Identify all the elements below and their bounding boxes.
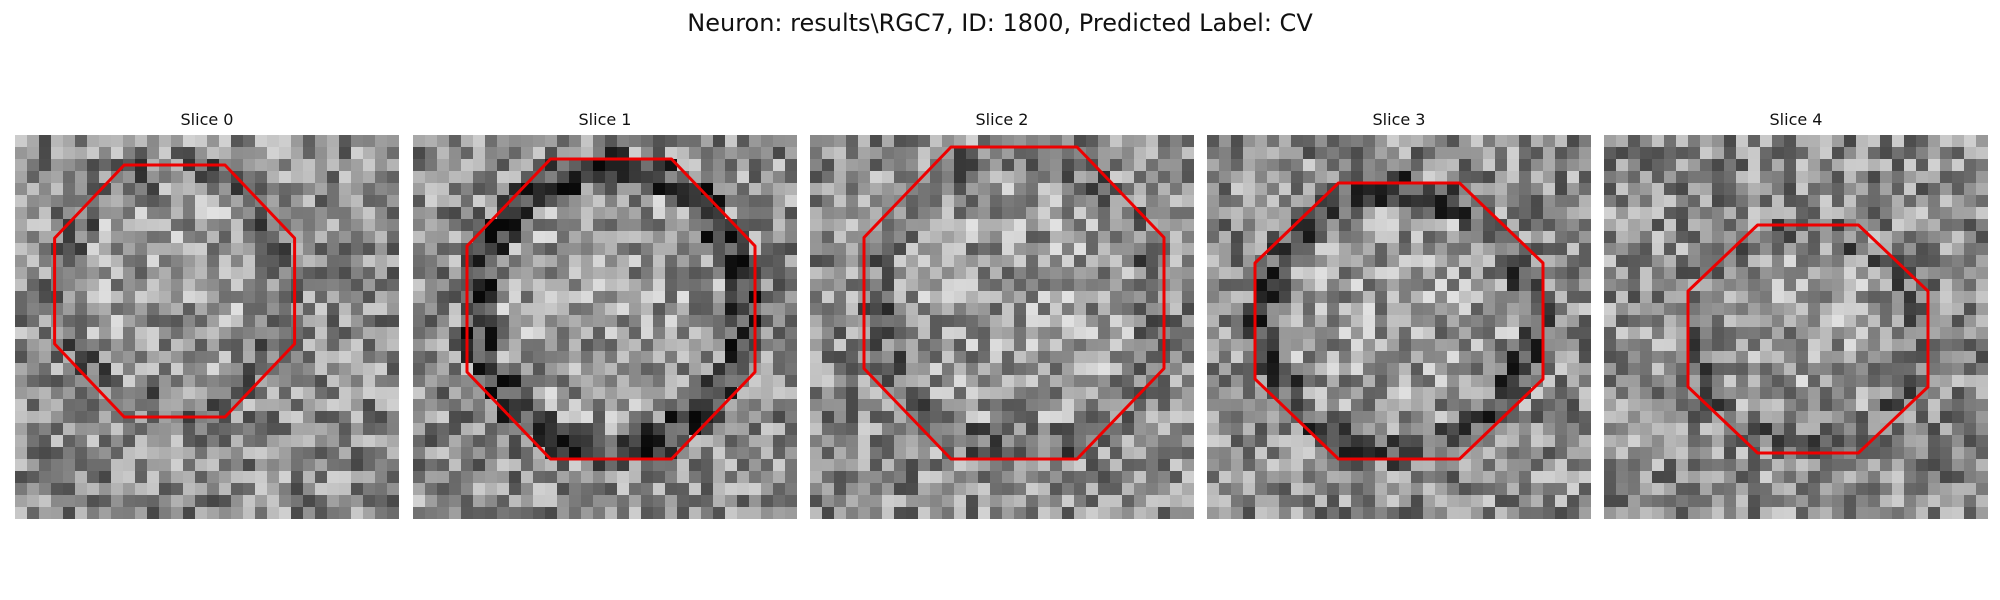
slice-title: Slice 1 [578, 110, 632, 129]
slice-panel-3: Slice 3 [1207, 110, 1591, 519]
slice-image [1604, 135, 1988, 519]
slice-panel-4: Slice 4 [1604, 110, 1988, 519]
slice-image [810, 135, 1194, 519]
slice-panel-0: Slice 0 [15, 110, 399, 519]
segmentation-contour [862, 145, 1166, 461]
slice-panel-2: Slice 2 [810, 110, 1194, 519]
segmentation-contour [53, 163, 297, 419]
slice-image [15, 135, 399, 519]
slice-panel-1: Slice 1 [413, 110, 797, 519]
slice-title: Slice 4 [1769, 110, 1823, 129]
slice-image [1207, 135, 1591, 519]
figure-title: Neuron: results\RGC7, ID: 1800, Predicte… [687, 9, 1313, 37]
slice-image [413, 135, 797, 519]
slice-title: Slice 0 [180, 110, 234, 129]
slice-title: Slice 3 [1372, 110, 1426, 129]
segmentation-contour [1253, 181, 1545, 461]
slice-title: Slice 2 [975, 110, 1029, 129]
segmentation-contour [465, 157, 757, 461]
segmentation-contour [1686, 223, 1930, 455]
